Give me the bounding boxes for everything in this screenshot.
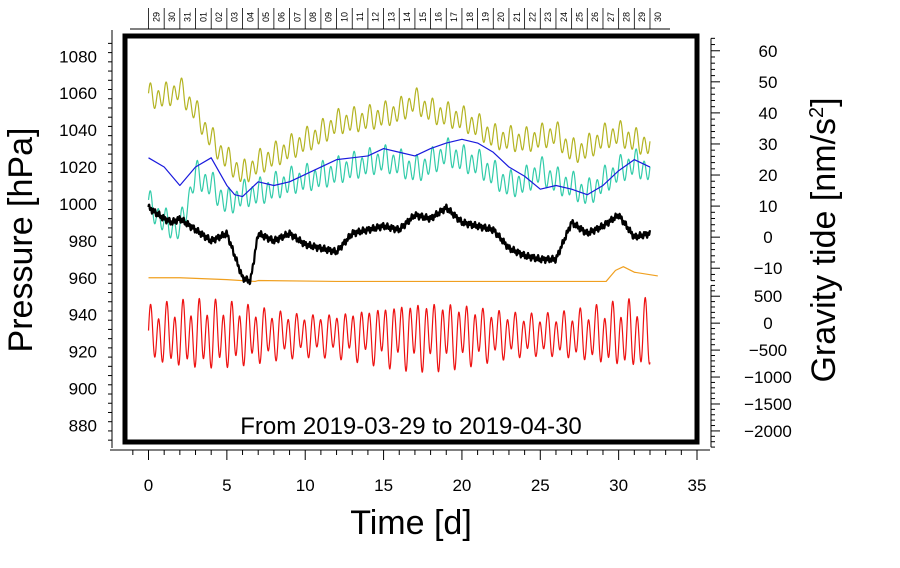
plot-frame [122, 33, 700, 445]
y-right-lower-tick-label: 500 [754, 287, 782, 306]
y-left-tick-label: 1080 [59, 47, 97, 66]
top-date-label: 20 [496, 12, 506, 22]
top-date-label: 01 [198, 12, 208, 22]
y-right-lower-tick-label: −500 [749, 341, 787, 360]
series-line-residual-black [147, 203, 652, 286]
y-left-tick-label: 1020 [59, 158, 97, 177]
y-right-upper-tick-label: 30 [759, 135, 778, 154]
top-date-label: 24 [559, 12, 569, 22]
top-date-label: 27 [606, 12, 616, 22]
y-right-upper-tick-label: 0 [763, 228, 772, 247]
y-axis-left: 880 900 920 940 960 980 1000 1020 1040 1060 1080 [59, 30, 113, 448]
top-date-label: 29 [637, 12, 647, 22]
y-right-lower-tick-label: −2000 [744, 422, 792, 441]
y-right-upper-tick-label: −10 [754, 259, 783, 278]
y-left-tick-label: 900 [69, 379, 97, 398]
y-left-tick-label: 940 [69, 306, 97, 325]
date-range-annotation: From 2019-03-29 to 2019-04-30 [240, 413, 582, 440]
top-date-label: 08 [308, 12, 318, 22]
top-date-label: 09 [324, 12, 334, 22]
top-date-label: 05 [261, 12, 271, 22]
top-date-label: 30 [167, 12, 177, 22]
y-axis-right-title-end: ] [805, 97, 843, 106]
y-left-tick-label: 920 [69, 343, 97, 362]
y-axis-right-upper: 60 50 40 30 20 10 0 −10 [710, 37, 783, 282]
x-tick-label: 5 [222, 476, 231, 495]
x-tick-label: 25 [531, 476, 550, 495]
top-date-label: 14 [402, 12, 412, 22]
series-line-gravity-tide-red [147, 296, 651, 373]
top-date-label: 13 [386, 12, 396, 22]
top-date-label: 25 [574, 12, 584, 22]
top-date-label: 04 [245, 12, 255, 22]
y-left-tick-label: 1060 [59, 84, 97, 103]
top-date-label: 26 [590, 12, 600, 22]
y-axis-right-title-sup: 2 [806, 107, 828, 118]
top-date-label: 23 [543, 12, 553, 22]
y-axis-right-lower: 500 0 −500 −1000 −1500 −2000 [710, 284, 792, 448]
x-tick-label: 0 [144, 476, 153, 495]
series-line-pressure-olive [147, 77, 651, 183]
x-axis: 0 5 10 15 20 25 30 35 [110, 449, 710, 495]
y-right-upper-tick-label: 60 [759, 42, 778, 61]
y-right-upper-tick-label: 50 [759, 73, 778, 92]
series-group [147, 77, 658, 373]
x-tick-label: 35 [688, 476, 707, 495]
series-line-gravity-residual-orange [148, 266, 658, 283]
x-tick-label: 20 [452, 476, 471, 495]
y-left-tick-label: 880 [69, 416, 97, 435]
y-right-lower-tick-label: −1500 [744, 395, 792, 414]
y-left-tick-label: 1040 [59, 121, 97, 140]
top-date-label: 31 [183, 12, 193, 22]
top-date-label: 22 [527, 12, 537, 22]
y-left-tick-label: 960 [69, 269, 97, 288]
top-date-label: 29 [151, 12, 161, 22]
y-axis-left-title: Pressure [hPa] [2, 128, 40, 353]
x-tick-label: 10 [296, 476, 315, 495]
y-left-tick-label: 1000 [59, 195, 97, 214]
top-date-label: 17 [449, 12, 459, 22]
top-date-label: 19 [480, 12, 490, 22]
y-left-tick-label: 980 [69, 232, 97, 251]
top-date-label: 03 [230, 12, 240, 22]
top-date-label: 30 [653, 12, 663, 22]
y-right-upper-tick-label: 40 [759, 104, 778, 123]
top-date-label: 28 [621, 12, 631, 22]
top-date-label: 11 [355, 12, 365, 21]
top-date-label: 15 [418, 12, 428, 22]
y-right-lower-tick-label: 0 [763, 314, 772, 333]
y-axis-right-title-base: Gravity tide [nm/s [805, 118, 843, 383]
top-date-label: 21 [512, 12, 522, 22]
y-right-upper-tick-label: 20 [759, 166, 778, 185]
y-right-lower-tick-label: −1000 [744, 368, 792, 387]
series-line-pressure-teal [147, 137, 651, 240]
top-date-label: 02 [214, 12, 224, 22]
x-tick-label: 30 [609, 476, 628, 495]
series-line-pressure-blue [148, 138, 651, 198]
top-date-ticks: 29 30 31 01 02 03 04 05 06 07 08 09 10 11 12 13 14 15 16 17… [130, 8, 670, 30]
top-date-label: 10 [339, 12, 349, 22]
y-axis-right-title: Gravity tide [nm/s2] [805, 97, 843, 382]
x-tick-label: 15 [374, 476, 393, 495]
top-date-label: 18 [465, 12, 475, 22]
top-date-label: 12 [371, 12, 381, 22]
top-date-label: 07 [292, 12, 302, 22]
x-axis-title: Time [d] [350, 504, 472, 542]
top-date-label: 16 [433, 12, 443, 22]
y-right-upper-tick-label: 10 [759, 197, 778, 216]
top-date-label: 06 [277, 12, 287, 22]
